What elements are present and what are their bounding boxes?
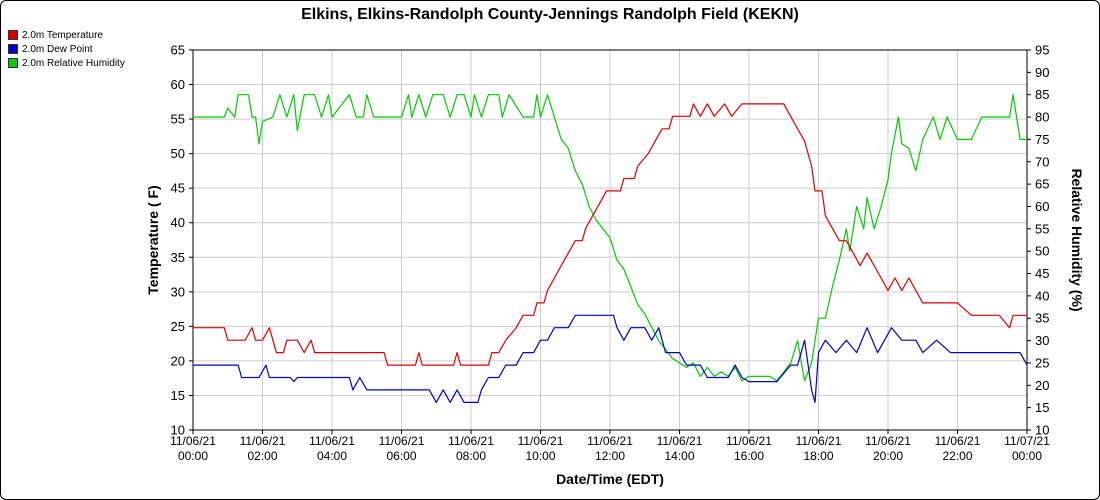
x-tick-label-time: 02:00 xyxy=(247,449,277,463)
y-left-tick-label: 15 xyxy=(171,388,185,403)
legend-item-temperature: 2.0m Temperature xyxy=(8,28,125,42)
legend-swatch-temperature xyxy=(8,30,18,40)
y-right-tick-label: 95 xyxy=(1035,43,1049,58)
x-tick-label-date: 11/06/21 xyxy=(587,434,633,448)
y-axis-right-label: Relative Humidity (%) xyxy=(1069,168,1085,311)
legend: 2.0m Temperature 2.0m Dew Point 2.0m Rel… xyxy=(8,28,125,70)
y-right-tick-label: 35 xyxy=(1035,311,1049,326)
x-tick-label-date: 11/06/21 xyxy=(726,434,772,448)
y-right-tick-label: 60 xyxy=(1035,199,1049,214)
y-right-tick-label: 30 xyxy=(1035,333,1049,348)
y-right-tick-label: 65 xyxy=(1035,177,1049,192)
y-left-tick-label: 40 xyxy=(171,215,185,230)
y-right-tick-label: 25 xyxy=(1035,355,1049,370)
y-left-tick-label: 30 xyxy=(171,284,185,299)
y-right-tick-label: 45 xyxy=(1035,266,1049,281)
x-tick-label-date: 11/06/21 xyxy=(240,434,286,448)
y-right-tick-label: 10 xyxy=(1035,423,1049,438)
x-tick-label-date: 11/06/21 xyxy=(935,434,981,448)
x-tick-label-time: 04:00 xyxy=(317,449,347,463)
x-tick-label-date: 11/06/21 xyxy=(657,434,703,448)
y-right-tick-label: 70 xyxy=(1035,154,1049,169)
y-left-tick-label: 35 xyxy=(171,250,185,265)
relative-humidity-line xyxy=(193,94,1027,382)
legend-label-temperature: 2.0m Temperature xyxy=(22,29,103,41)
y-left-tick-label: 65 xyxy=(171,43,185,58)
x-tick-label-date: 11/06/21 xyxy=(518,434,564,448)
x-axis-label: Date/Time (EDT) xyxy=(556,471,664,487)
legend-label-dew-point: 2.0m Dew Point xyxy=(22,43,93,55)
y-left-tick-label: 60 xyxy=(171,77,185,92)
legend-label-relative-humidity: 2.0m Relative Humidity xyxy=(22,57,125,69)
y-left-tick-label: 10 xyxy=(171,423,185,438)
y-axis-left-label: Temperature ( F) xyxy=(145,185,161,294)
x-axis: 11/06/2100:0011/06/2102:0011/06/2104:001… xyxy=(170,430,1050,463)
dew-point-line xyxy=(193,314,1028,403)
x-tick-label-date: 11/06/21 xyxy=(448,434,494,448)
x-tick-label-date: 11/06/21 xyxy=(796,434,842,448)
x-tick-label-time: 10:00 xyxy=(525,449,555,463)
y-right-tick-label: 40 xyxy=(1035,288,1049,303)
x-tick-label-time: 08:00 xyxy=(456,449,486,463)
y-left-tick-label: 20 xyxy=(171,353,185,368)
x-tick-label-time: 16:00 xyxy=(734,449,764,463)
y-right-tick-label: 85 xyxy=(1035,87,1049,102)
legend-swatch-relative-humidity xyxy=(8,58,18,68)
y-right-tick-label: 50 xyxy=(1035,244,1049,259)
y-right-tick-label: 15 xyxy=(1035,400,1049,415)
y-right-tick-label: 75 xyxy=(1035,132,1049,147)
x-tick-label-date: 11/07/21 xyxy=(1004,434,1050,448)
y-right-tick-label: 90 xyxy=(1035,65,1049,80)
x-tick-label-date: 11/06/21 xyxy=(379,434,425,448)
x-tick-label-time: 22:00 xyxy=(942,449,972,463)
legend-item-relative-humidity: 2.0m Relative Humidity xyxy=(8,56,125,70)
x-tick-label-date: 11/06/21 xyxy=(309,434,355,448)
x-tick-label-time: 20:00 xyxy=(873,449,903,463)
x-tick-label-date: 11/06/21 xyxy=(170,434,216,448)
y-left-tick-label: 50 xyxy=(171,146,185,161)
y-axis-left: 10 15 20 25 30 35 40 45 50 55 60 65 xyxy=(171,43,193,438)
legend-item-dew-point: 2.0m Dew Point xyxy=(8,42,125,56)
x-tick-label-time: 18:00 xyxy=(803,449,833,463)
x-tick-label-time: 14:00 xyxy=(664,449,694,463)
legend-swatch-dew-point xyxy=(8,44,18,54)
x-tick-label-date: 11/06/21 xyxy=(865,434,911,448)
y-right-tick-label: 80 xyxy=(1035,110,1049,125)
y-axis-right: 10 15 20 25 30 35 40 45 50 55 60 65 70 75 80 85 90 95 xyxy=(1027,43,1049,438)
x-tick-label-time: 00:00 xyxy=(1012,449,1042,463)
y-right-tick-label: 55 xyxy=(1035,221,1049,236)
series-layer xyxy=(193,94,1028,403)
x-tick-label-time: 00:00 xyxy=(178,449,208,463)
y-left-tick-label: 25 xyxy=(171,319,185,334)
x-tick-label-time: 12:00 xyxy=(595,449,625,463)
y-right-tick-label: 20 xyxy=(1035,378,1049,393)
y-left-tick-label: 45 xyxy=(171,181,185,196)
temperature-line xyxy=(193,103,1027,366)
y-left-tick-label: 55 xyxy=(171,112,185,127)
x-tick-label-time: 06:00 xyxy=(386,449,416,463)
chart-title: Elkins, Elkins-Randolph County-Jennings … xyxy=(301,6,799,23)
